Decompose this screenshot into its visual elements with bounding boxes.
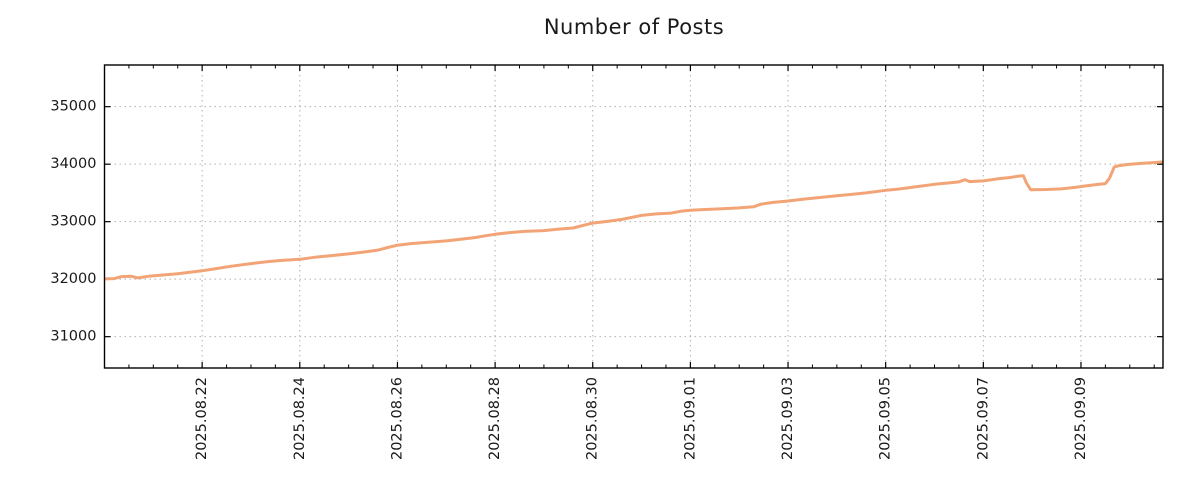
- x-tick-label: 2025.08.30: [585, 377, 601, 460]
- x-tick-label: 2025.08.24: [292, 377, 308, 460]
- x-tick-label: 2025.09.07: [975, 377, 991, 460]
- x-tick-label: 2025.08.26: [389, 377, 405, 460]
- x-tick-label: 2025.09.09: [1073, 377, 1089, 460]
- chart-title: Number of Posts: [543, 15, 725, 39]
- x-tick-label: 2025.09.03: [780, 377, 796, 460]
- x-tick-label: 2025.09.05: [878, 377, 894, 460]
- x-tick-label: 2025.08.28: [487, 377, 503, 460]
- y-tick-label: 32000: [50, 271, 96, 287]
- plot-border: [103, 64, 1164, 369]
- y-tick-label: 35000: [50, 99, 96, 115]
- y-tick-label: 34000: [50, 156, 96, 172]
- x-tick-label: 2025.08.22: [194, 377, 210, 460]
- y-tick-label: 31000: [50, 329, 96, 345]
- x-tick-label: 2025.09.01: [682, 377, 698, 460]
- y-tick-label: 33000: [50, 214, 96, 230]
- data-line: [104, 160, 1164, 281]
